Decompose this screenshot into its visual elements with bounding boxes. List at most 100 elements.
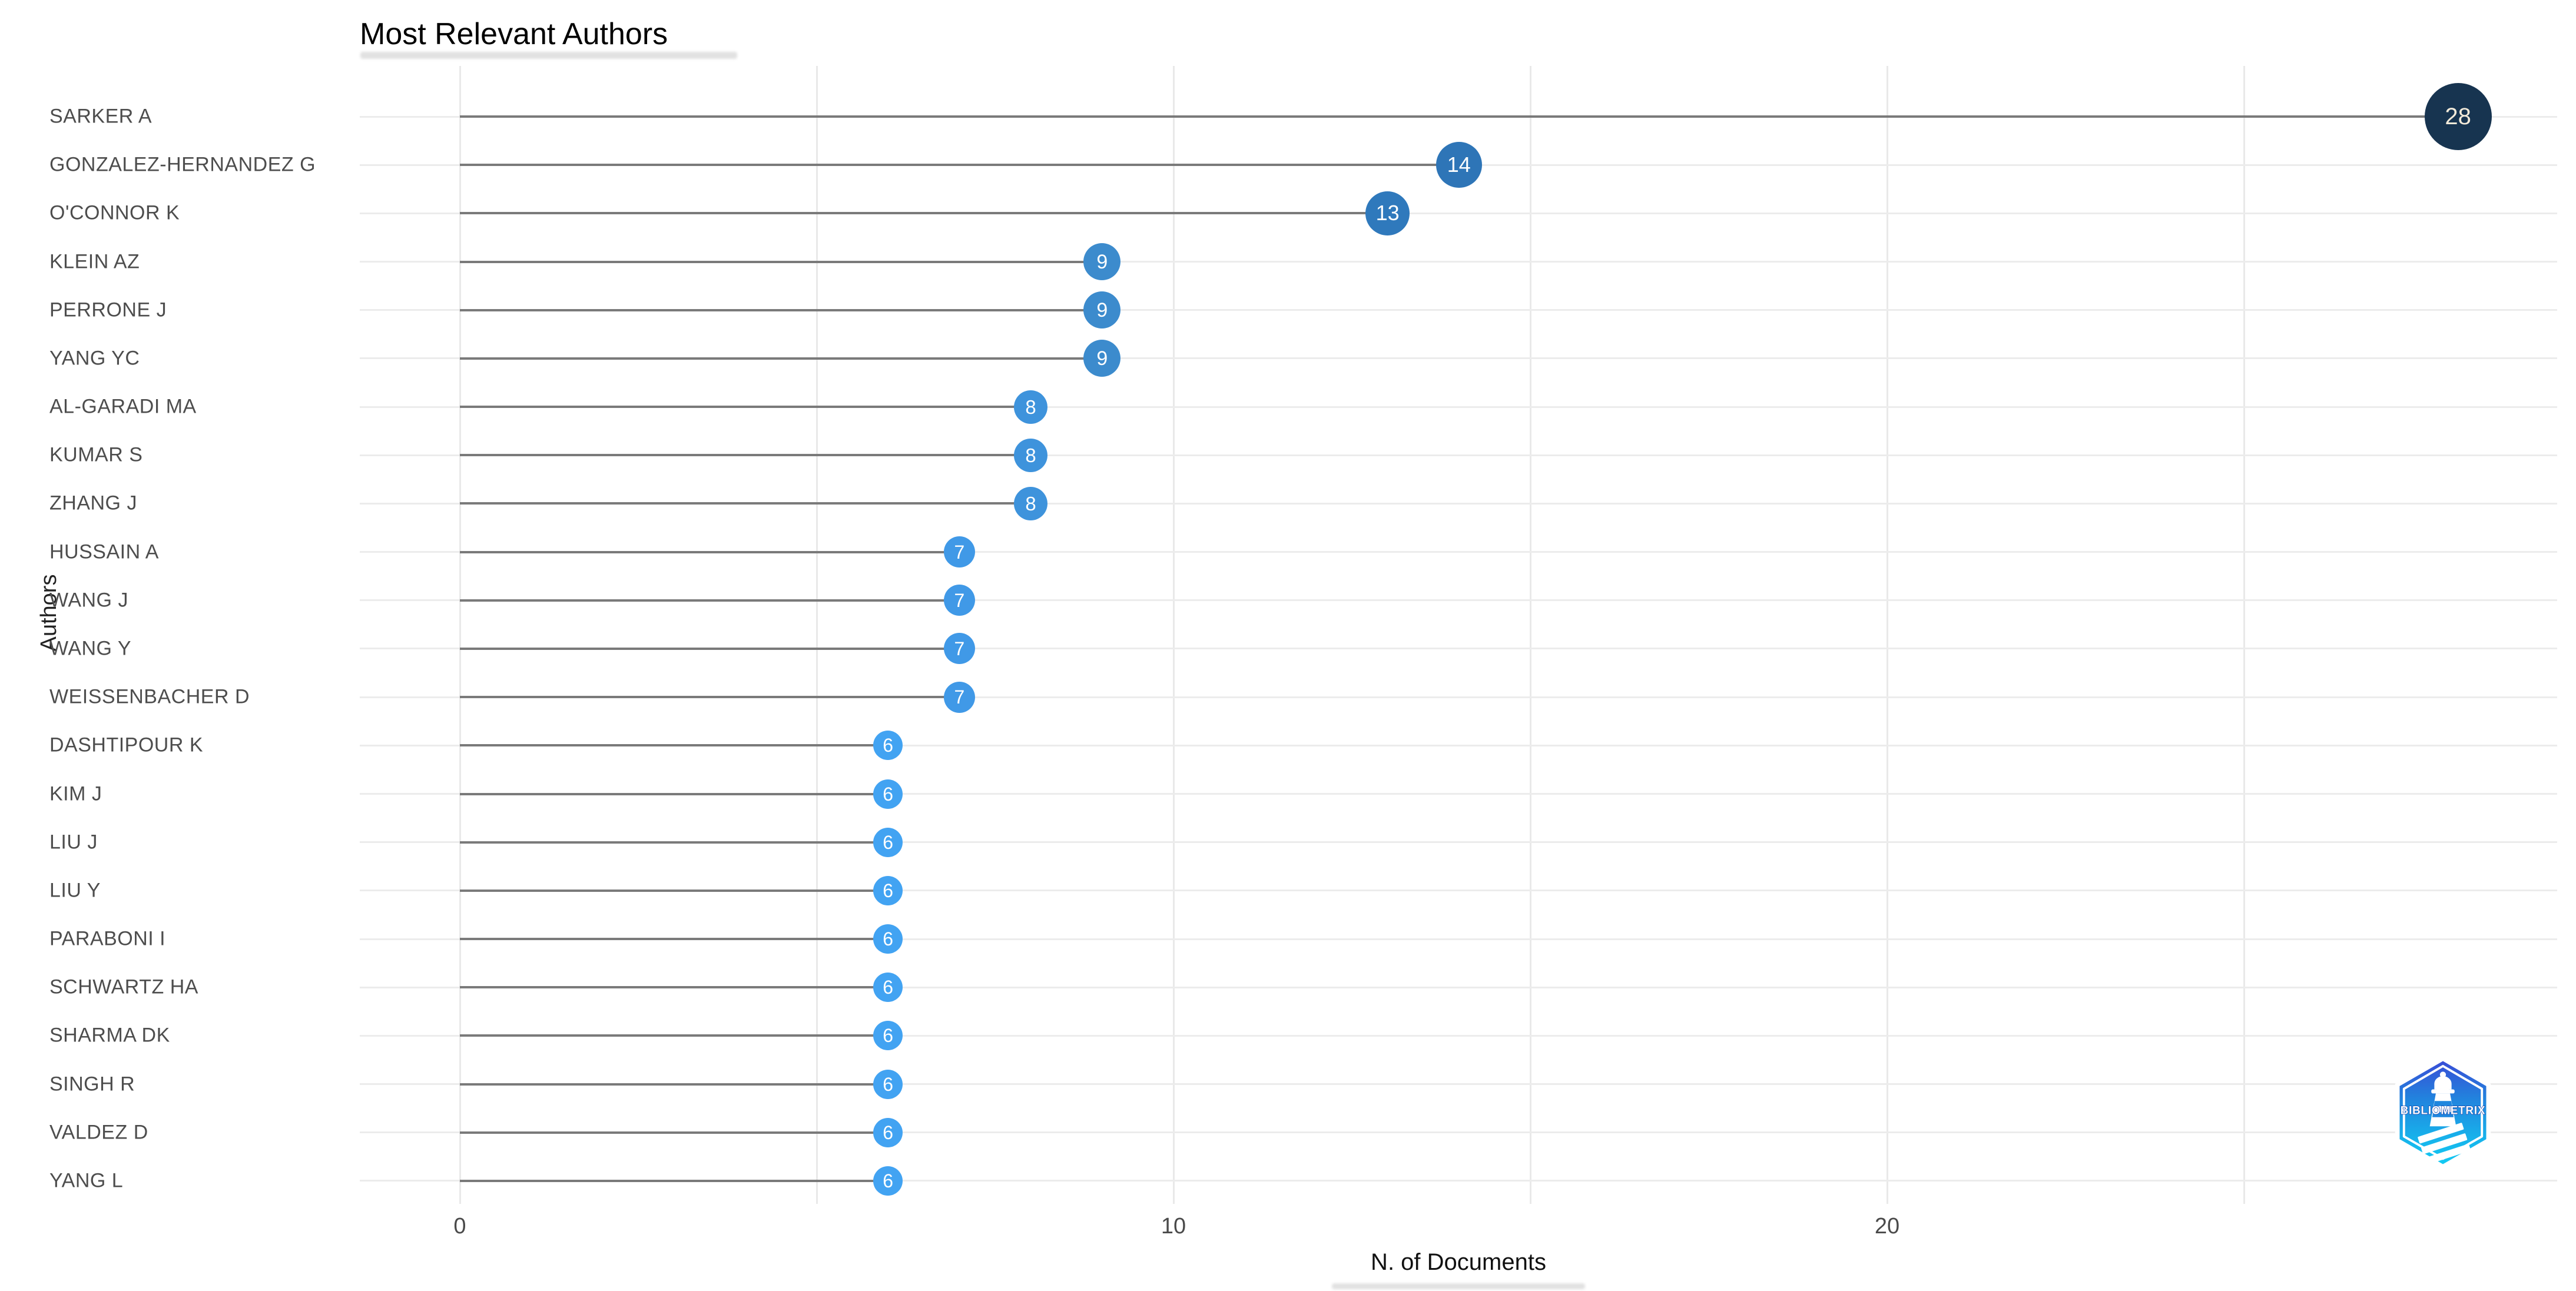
value-bubble[interactable]: 7 [943, 681, 975, 713]
lollipop-stem [460, 744, 888, 747]
value-bubble[interactable]: 9 [1083, 340, 1121, 377]
x-gridline [459, 66, 461, 1204]
author-label: O'CONNOR K [49, 201, 180, 224]
x-tick-label: 20 [1874, 1214, 1900, 1239]
value-bubble[interactable]: 9 [1083, 243, 1121, 281]
row-line [360, 357, 2557, 360]
author-label: KLEIN AZ [49, 250, 140, 273]
lollipop-stem [460, 792, 888, 795]
author-label: KUMAR S [49, 443, 143, 466]
value-bubble[interactable]: 6 [873, 731, 903, 761]
value-bubble[interactable]: 28 [2424, 83, 2492, 150]
lollipop-stem [460, 115, 2458, 118]
lollipop-stem [460, 696, 960, 699]
value-bubble[interactable]: 13 [1365, 191, 1410, 235]
lollipop-stem [460, 647, 960, 650]
x-tick-label: 0 [453, 1214, 466, 1239]
value-bubble[interactable]: 7 [943, 585, 975, 616]
value-bubble[interactable]: 7 [943, 633, 975, 665]
value-bubble[interactable]: 8 [1014, 438, 1048, 472]
value-bubble[interactable]: 8 [1014, 390, 1048, 424]
row-line [360, 938, 2557, 940]
row-line [360, 890, 2557, 892]
author-label: KIM J [49, 782, 102, 805]
lollipop-stem [460, 1034, 888, 1037]
lollipop-stem [460, 938, 888, 941]
author-label: YANG L [49, 1169, 124, 1192]
author-label: PERRONE J [49, 298, 167, 321]
author-label: HUSSAIN A [49, 540, 159, 563]
value-bubble[interactable]: 6 [873, 779, 903, 809]
x-gridline [2243, 66, 2245, 1204]
author-label: LIU Y [49, 879, 101, 902]
lollipop-stem [460, 889, 888, 892]
author-label: ZHANG J [49, 492, 137, 515]
lollipop-stem [460, 454, 1031, 457]
value-bubble[interactable]: 6 [873, 1069, 903, 1099]
x-gridline [1172, 66, 1175, 1204]
author-label: VALDEZ D [49, 1121, 148, 1144]
value-bubble[interactable]: 14 [1435, 142, 1482, 188]
row-line [360, 454, 2557, 456]
row-line [360, 648, 2557, 650]
lollipop-stem [460, 260, 1102, 263]
lollipop-stem [460, 1131, 888, 1134]
x-gridline [1529, 66, 1531, 1204]
lollipop-stem [460, 502, 1031, 505]
value-bubble[interactable]: 6 [873, 924, 903, 954]
lollipop-stem [460, 406, 1031, 409]
author-label: AL-GARADI MA [49, 395, 197, 418]
row-line [360, 1083, 2557, 1086]
author-label: SARKER A [49, 105, 152, 128]
author-label: YANG YC [49, 347, 140, 370]
author-label: WANG J [49, 589, 128, 612]
value-bubble[interactable]: 6 [873, 1117, 903, 1147]
value-bubble[interactable]: 6 [873, 1021, 903, 1051]
row-line [360, 1131, 2557, 1134]
value-bubble[interactable]: 8 [1014, 486, 1048, 520]
author-label: DASHTIPOUR K [49, 734, 204, 756]
author-label: SHARMA DK [49, 1024, 170, 1047]
lollipop-stem [460, 599, 960, 602]
lollipop-stem [460, 1083, 888, 1086]
row-line [360, 309, 2557, 311]
value-bubble[interactable]: 6 [873, 875, 903, 905]
row-line [360, 841, 2557, 844]
row-line [360, 551, 2557, 553]
title-subtext-smudge [360, 52, 737, 59]
row-line [360, 406, 2557, 408]
row-line [360, 696, 2557, 698]
lollipop-stem [460, 986, 888, 989]
x-axis-subtext-smudge [1332, 1283, 1585, 1289]
author-label: LIU J [49, 831, 98, 854]
value-bubble[interactable]: 6 [873, 827, 903, 857]
author-label: WEISSENBACHER D [49, 685, 250, 708]
row-line [360, 261, 2557, 263]
lollipop-stem [460, 550, 960, 553]
bibliometrix-logo: BIBLIOMETRIX [2395, 1056, 2491, 1169]
lighthouse-icon [2429, 1071, 2456, 1127]
x-gridline [1886, 66, 1888, 1204]
row-line [360, 1034, 2557, 1037]
row-line [360, 986, 2557, 988]
chart-title: Most Relevant Authors [360, 17, 668, 51]
row-line [360, 502, 2557, 505]
row-line [360, 212, 2557, 214]
lollipop-stem [460, 1179, 888, 1182]
author-label: WANG Y [49, 637, 132, 660]
row-line [360, 793, 2557, 795]
value-bubble[interactable]: 7 [943, 536, 975, 568]
value-bubble[interactable]: 6 [873, 1166, 903, 1196]
lollipop-stem [460, 308, 1102, 311]
value-bubble[interactable]: 9 [1083, 291, 1121, 329]
x-gridline [815, 66, 818, 1204]
lollipop-stem [460, 357, 1102, 360]
lollipop-stem [460, 164, 1459, 167]
row-line [360, 744, 2557, 746]
value-bubble[interactable]: 6 [873, 973, 903, 1003]
author-label: SINGH R [49, 1073, 135, 1096]
author-label: GONZALEZ-HERNANDEZ G [49, 153, 316, 176]
lollipop-stem [460, 841, 888, 844]
x-axis-title: N. of Documents [1371, 1249, 1546, 1275]
logo-wordmark: BIBLIOMETRIX [2401, 1104, 2485, 1117]
